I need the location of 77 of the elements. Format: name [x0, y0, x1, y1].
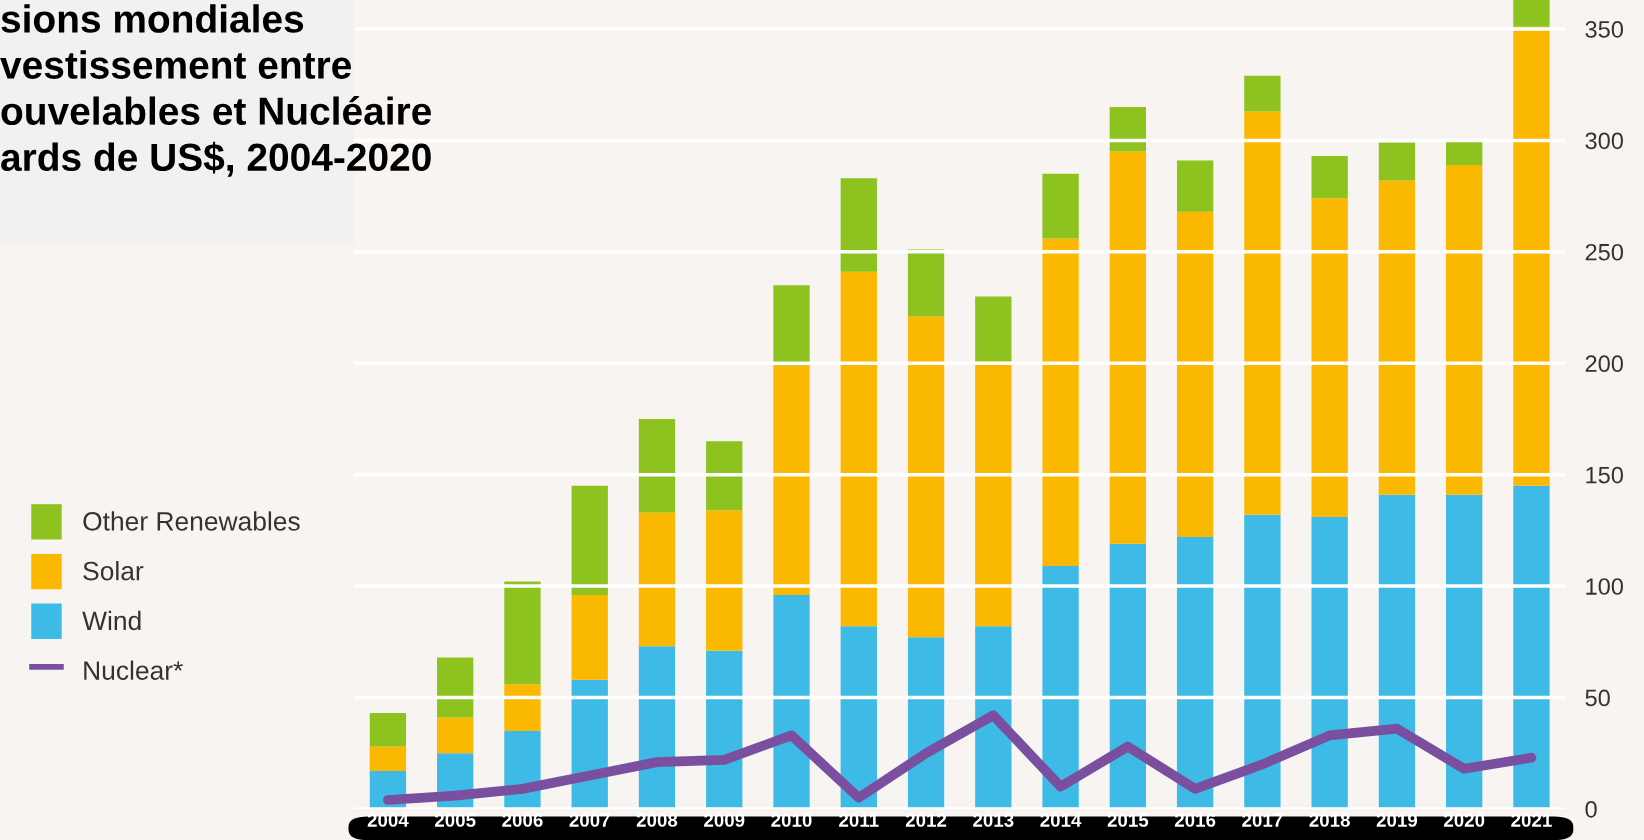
y-tick-label: 200 — [1585, 355, 1623, 373]
bar — [638, 418, 676, 513]
bar — [1311, 517, 1348, 809]
bar — [1446, 164, 1483, 495]
bar — [706, 650, 743, 809]
bar — [773, 365, 810, 595]
bar — [1378, 142, 1416, 181]
y-tick-label: 150 — [1586, 466, 1623, 484]
bar — [571, 594, 608, 680]
bar — [1244, 75, 1281, 112]
y-tick-label: 350 — [1585, 21, 1623, 38]
bar — [1378, 180, 1416, 495]
bar — [1042, 566, 1079, 809]
bar — [1378, 494, 1416, 809]
x-tick-label: 2017 — [1242, 813, 1283, 827]
bar — [369, 746, 407, 772]
x-tick-label: 2015 — [1107, 813, 1149, 827]
y-tick-label: 0 — [1585, 800, 1597, 818]
y-tick-label: 250 — [1585, 243, 1623, 261]
bar — [1042, 173, 1079, 239]
bar — [437, 717, 474, 754]
legend-label: Nuclear* — [84, 660, 183, 680]
bar — [1446, 494, 1483, 809]
bar — [1109, 543, 1147, 809]
y-tick-label: 50 — [1585, 689, 1610, 707]
x-tick-label: 2018 — [1309, 813, 1350, 827]
bar — [907, 637, 945, 809]
legend-label: Solar — [83, 561, 144, 581]
bar — [638, 646, 676, 809]
bar — [369, 713, 407, 747]
bar — [1109, 106, 1147, 152]
x-tick-label: 2021 — [1511, 813, 1552, 827]
bar — [1109, 151, 1147, 544]
bar — [1513, 485, 1550, 809]
legend-label: Other Renewables — [83, 511, 300, 531]
bar — [975, 626, 1012, 809]
x-tick-label: 2007 — [569, 813, 610, 827]
bar — [840, 626, 877, 809]
bar — [840, 178, 877, 272]
x-tick-label: 2020 — [1443, 813, 1485, 827]
x-tick-label: 2019 — [1376, 813, 1418, 827]
bar — [1244, 111, 1281, 515]
x-tick-label: 2010 — [771, 813, 812, 827]
x-tick-label: 2006 — [502, 813, 543, 827]
bar — [975, 296, 1012, 362]
legend-label: Wind — [82, 610, 141, 631]
x-tick-label: 2016 — [1174, 813, 1216, 827]
bar — [1311, 155, 1348, 199]
bar — [504, 684, 541, 731]
x-tick-label: 2004 — [367, 813, 409, 827]
bar — [907, 316, 945, 638]
bar — [1176, 211, 1214, 538]
bar — [504, 581, 541, 685]
bar — [1311, 198, 1348, 517]
bar — [840, 271, 877, 627]
bar — [1446, 140, 1483, 165]
x-tick-label: 2012 — [905, 813, 947, 827]
bar — [706, 510, 743, 651]
bar — [773, 594, 810, 809]
bar — [437, 657, 474, 718]
x-tick-label: 2009 — [704, 813, 745, 827]
text: sions mondiales vestissement entre ouvelables et Nucléaire ards de US$, 2004-2020 — [0, 4, 431, 177]
y-tick-label: 100 — [1586, 578, 1623, 595]
bar — [571, 485, 608, 595]
x-tick-label: 2013 — [973, 813, 1014, 827]
y-tick-label: 300 — [1585, 132, 1623, 150]
bar — [1176, 160, 1214, 212]
bar — [1244, 514, 1281, 809]
bar — [1042, 238, 1079, 567]
x-tick-label: 2014 — [1040, 813, 1082, 827]
x-tick-label: 2008 — [636, 813, 678, 827]
bar — [1176, 537, 1214, 809]
x-tick-label: 2011 — [839, 813, 879, 827]
bar — [1513, 0, 1550, 27]
bar — [706, 441, 743, 511]
x-tick-label: 2005 — [434, 813, 476, 827]
bar — [638, 512, 676, 647]
